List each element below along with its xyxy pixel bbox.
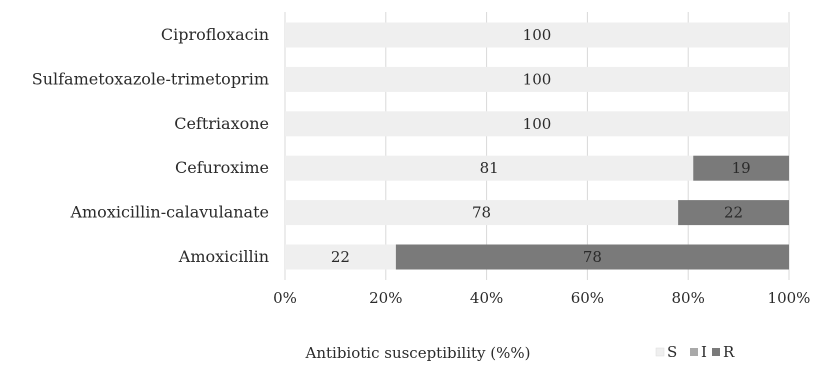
legend-label-s: S — [667, 343, 677, 361]
data-label: 100 — [523, 26, 552, 44]
x-tick-label: 100% — [768, 289, 811, 307]
bar-s — [285, 200, 679, 226]
data-label: 22 — [331, 248, 350, 266]
category-label: Amoxicillin — [178, 247, 269, 266]
category-label: Ceftriaxone — [174, 114, 269, 133]
category-labels: Ciprofloxacin Sulfametoxazole-trimetoprim… — [32, 25, 269, 266]
x-tick-label: 80% — [672, 289, 705, 307]
bar-r — [678, 200, 789, 226]
bar-s — [285, 111, 789, 137]
bar-s — [285, 155, 694, 181]
category-label: Ciprofloxacin — [161, 25, 269, 44]
x-tick-label: 60% — [571, 289, 604, 307]
bar-s — [285, 22, 789, 48]
category-label: Cefuroxime — [175, 158, 269, 177]
data-label: 81 — [480, 159, 499, 177]
x-tick-label: 0% — [273, 289, 297, 307]
x-tick-label: 20% — [369, 289, 402, 307]
data-label: 78 — [472, 204, 491, 222]
category-label: Sulfametoxazole-trimetoprim — [32, 69, 269, 88]
bar-r — [693, 155, 789, 181]
x-axis-title: Antibiotic susceptibility (%%) — [305, 344, 531, 362]
legend-label-r: R — [723, 343, 735, 361]
bar-s — [285, 66, 789, 92]
legend-swatch-r — [712, 348, 720, 356]
data-label: 22 — [724, 204, 743, 222]
bar-r — [395, 244, 789, 270]
category-label: Amoxicillin-calavulanate — [69, 203, 269, 222]
data-label: 100 — [523, 70, 552, 88]
data-label: 78 — [583, 248, 602, 266]
legend-swatch-i — [690, 348, 698, 356]
data-label: 19 — [732, 159, 751, 177]
legend-swatch-s — [655, 347, 665, 357]
legend-label-i: I — [701, 343, 707, 361]
data-label: 100 — [523, 115, 552, 133]
bars: 100 100 100 81 19 78 22 22 78 — [285, 22, 789, 270]
gridlines — [284, 12, 790, 280]
x-tick-labels: 0% 20% 40% 60% 80% 100% — [273, 289, 810, 307]
bar-s — [285, 244, 396, 270]
x-tick-label: 40% — [470, 289, 503, 307]
